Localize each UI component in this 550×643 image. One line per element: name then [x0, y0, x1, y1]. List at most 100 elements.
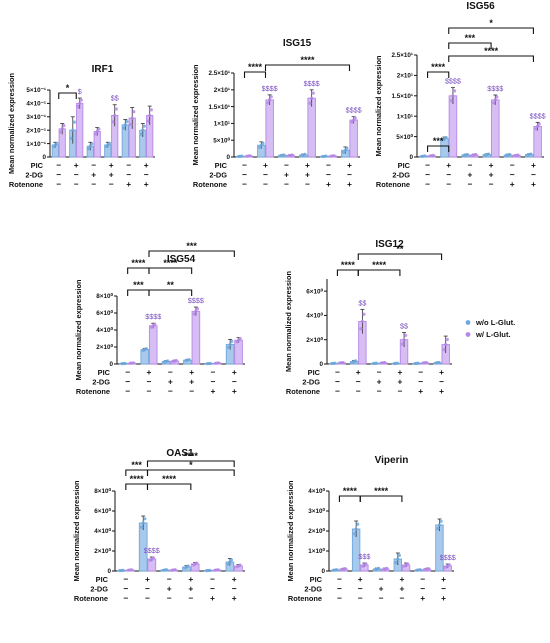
condition-label-pic: PIC [96, 575, 109, 584]
significance-bracket [58, 92, 77, 99]
significance-bracket [427, 71, 450, 78]
condition-label-2dg: 2-DG [392, 171, 410, 180]
significance-label: *** [433, 136, 444, 146]
condition-symbol: + [305, 160, 310, 170]
condition-symbol: − [210, 584, 215, 594]
y-tick-label: 8×10⁰ [94, 488, 111, 495]
data-point [72, 120, 76, 124]
dollar-annotation: $$ [358, 298, 366, 307]
condition-symbol: − [441, 584, 446, 594]
dollar-annotation: $$$$ [188, 296, 204, 305]
condition-symbol: − [144, 170, 149, 180]
bar [140, 349, 150, 365]
data-point [148, 113, 152, 118]
condition-symbol: − [168, 386, 173, 396]
dollar-annotation: $ [78, 87, 82, 96]
condition-label-rotenone: Rotenone [288, 594, 322, 603]
significance-label: *** [465, 33, 476, 43]
condition-symbol: + [232, 367, 237, 377]
data-point [353, 116, 357, 120]
data-point [360, 319, 364, 324]
data-point [130, 116, 134, 120]
condition-symbol: + [144, 179, 149, 189]
data-point [444, 342, 448, 347]
condition-symbol: − [425, 170, 430, 180]
condition-symbol: − [125, 367, 130, 377]
significance-bracket [148, 267, 193, 274]
data-point [529, 152, 533, 156]
data-point [55, 141, 59, 145]
y-tick-label: 6×10⁰ [96, 310, 113, 317]
condition-symbol: − [126, 160, 131, 170]
condition-symbol: − [347, 170, 352, 180]
data-point [76, 105, 80, 109]
data-point [132, 110, 136, 114]
condition-symbol: − [335, 377, 340, 387]
y-tick-label: 1.5×10¹ [208, 104, 230, 111]
data-point [426, 567, 431, 571]
y-tick-label: 4×10⁻¹ [26, 101, 46, 108]
data-point [114, 107, 118, 111]
condition-symbol: + [305, 170, 310, 180]
condition-symbol: − [335, 386, 340, 396]
condition-symbol: + [531, 179, 536, 189]
condition-symbol: − [189, 386, 194, 396]
condition-symbol: − [91, 160, 96, 170]
condition-symbol: + [489, 170, 494, 180]
chart-isg12: ISG12 0 2×10⁰ 4×10⁰ 6×10⁰ Mean normalized exp… [284, 239, 452, 396]
significance-bracket [336, 269, 359, 276]
condition-symbol: − [145, 593, 150, 603]
y-tick-label: 1×10¹ [397, 113, 413, 120]
data-point [140, 525, 144, 529]
dollar-annotation: $$$$ [304, 79, 320, 88]
y-axis-label: Mean normalized expression [191, 64, 200, 166]
data-point [356, 522, 360, 526]
data-point [129, 122, 133, 127]
legend-label: w/o L-Glut. [475, 318, 515, 327]
significance-label: **** [163, 258, 178, 268]
condition-symbol: − [358, 593, 363, 603]
y-axis-label: Mean normalized expression [286, 480, 295, 582]
data-point [354, 359, 358, 363]
bar [234, 339, 243, 365]
data-point [194, 309, 198, 313]
data-point [226, 345, 231, 350]
y-tick-label: 5×10⁻¹ [26, 87, 46, 94]
condition-symbol: + [467, 170, 472, 180]
data-point [87, 147, 91, 151]
condition-label-rotenone: Rotenone [376, 180, 410, 189]
data-point [149, 108, 153, 112]
y-tick-label: 1×10¹ [214, 121, 230, 128]
bar [491, 99, 500, 158]
condition-symbol: − [446, 170, 451, 180]
condition-symbol: − [123, 593, 128, 603]
data-point [107, 141, 111, 145]
data-point [335, 568, 339, 572]
data-point [268, 98, 272, 102]
chart-isg54: ISG54 0 2×10⁰ 4×10⁰ 6×10⁰ 8×10⁰ Mean normalize… [74, 241, 245, 396]
significance-label: **** [431, 62, 446, 72]
y-tick-label: 3×10⁰ [308, 508, 325, 515]
bar [191, 310, 201, 365]
condition-symbol: + [109, 170, 114, 180]
data-point [445, 337, 449, 342]
condition-symbol: − [399, 593, 404, 603]
data-point [486, 152, 491, 156]
condition-symbol: − [232, 584, 237, 594]
condition-symbol: + [232, 574, 237, 584]
condition-label-rotenone: Rotenone [286, 387, 320, 396]
condition-label-pic: PIC [310, 575, 323, 584]
data-point [290, 153, 294, 157]
condition-label-pic: PIC [398, 161, 411, 170]
condition-symbol: − [56, 179, 61, 189]
condition-symbol: + [284, 170, 289, 180]
bar [148, 325, 158, 365]
condition-symbol: − [305, 179, 310, 189]
chart-title: ISG12 [375, 239, 404, 250]
condition-symbol: + [397, 367, 402, 377]
significance-bracket [146, 483, 192, 490]
dollar-annotation: $$ [111, 94, 119, 103]
condition-symbol: − [123, 574, 128, 584]
y-tick-label: 8×10⁰ [96, 293, 113, 300]
